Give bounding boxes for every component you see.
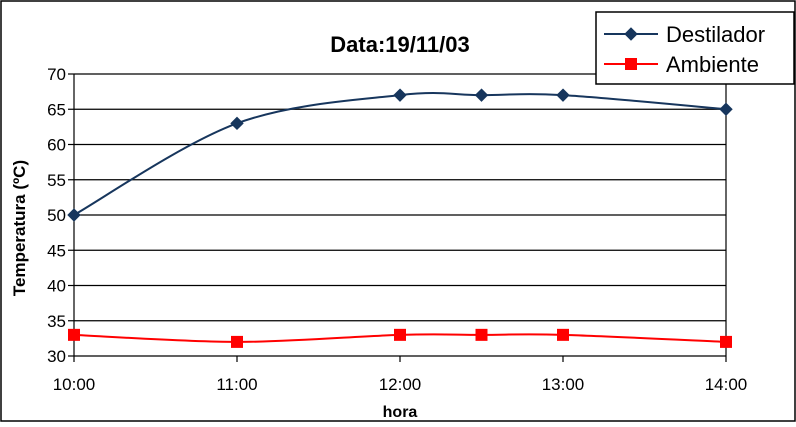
- y-tick-label: 50: [47, 206, 66, 225]
- legend-label: Ambiente: [666, 52, 759, 77]
- series-ambiente: [68, 328, 732, 348]
- x-tick-label: 11:00: [216, 375, 257, 394]
- data-point: [394, 328, 406, 341]
- x-axis-label: hora: [383, 404, 418, 421]
- data-point: [231, 335, 243, 348]
- y-tick-label: 60: [47, 136, 66, 155]
- data-point: [68, 328, 80, 341]
- y-tick-label: 35: [47, 312, 66, 331]
- data-point: [719, 102, 733, 116]
- legend-marker: [624, 27, 638, 41]
- y-tick-label: 30: [47, 347, 66, 366]
- data-point: [67, 208, 81, 222]
- x-tick-label: 10:00: [53, 375, 96, 394]
- y-tick-label: 55: [47, 171, 66, 190]
- y-tick-label: 40: [47, 277, 66, 296]
- legend-box: [595, 11, 795, 85]
- series-line: [73, 92, 727, 216]
- x-tick-label: 13:00: [542, 375, 585, 394]
- legend-marker: [625, 58, 637, 70]
- legend-label: Destilador: [666, 22, 765, 47]
- series-destilador: [67, 88, 733, 222]
- y-tick-labels: 30 35 40 45 50 55 60 65 70: [47, 65, 66, 366]
- x-tick-label: 12:00: [379, 375, 422, 394]
- x-tick-labels: 10:00 11:00 12:00 13:00 14:00: [53, 356, 748, 394]
- data-point: [230, 116, 244, 131]
- legend: Destilador Ambiente: [595, 11, 795, 85]
- data-point: [475, 328, 488, 341]
- series-line: [73, 333, 727, 343]
- y-tick-label: 70: [47, 65, 66, 84]
- x-tick-label: 14:00: [705, 375, 748, 394]
- y-tick-label: 45: [47, 241, 66, 260]
- data-point: [556, 88, 570, 102]
- chart-title: Data:19/11/03: [330, 32, 469, 57]
- data-point: [720, 335, 732, 348]
- series-layer: [67, 88, 733, 348]
- y-axis-label: Temperatura (ºC): [10, 160, 29, 296]
- y-tick-label: 65: [47, 100, 66, 119]
- data-point: [474, 88, 489, 102]
- data-point: [557, 328, 569, 341]
- data-point: [393, 88, 407, 102]
